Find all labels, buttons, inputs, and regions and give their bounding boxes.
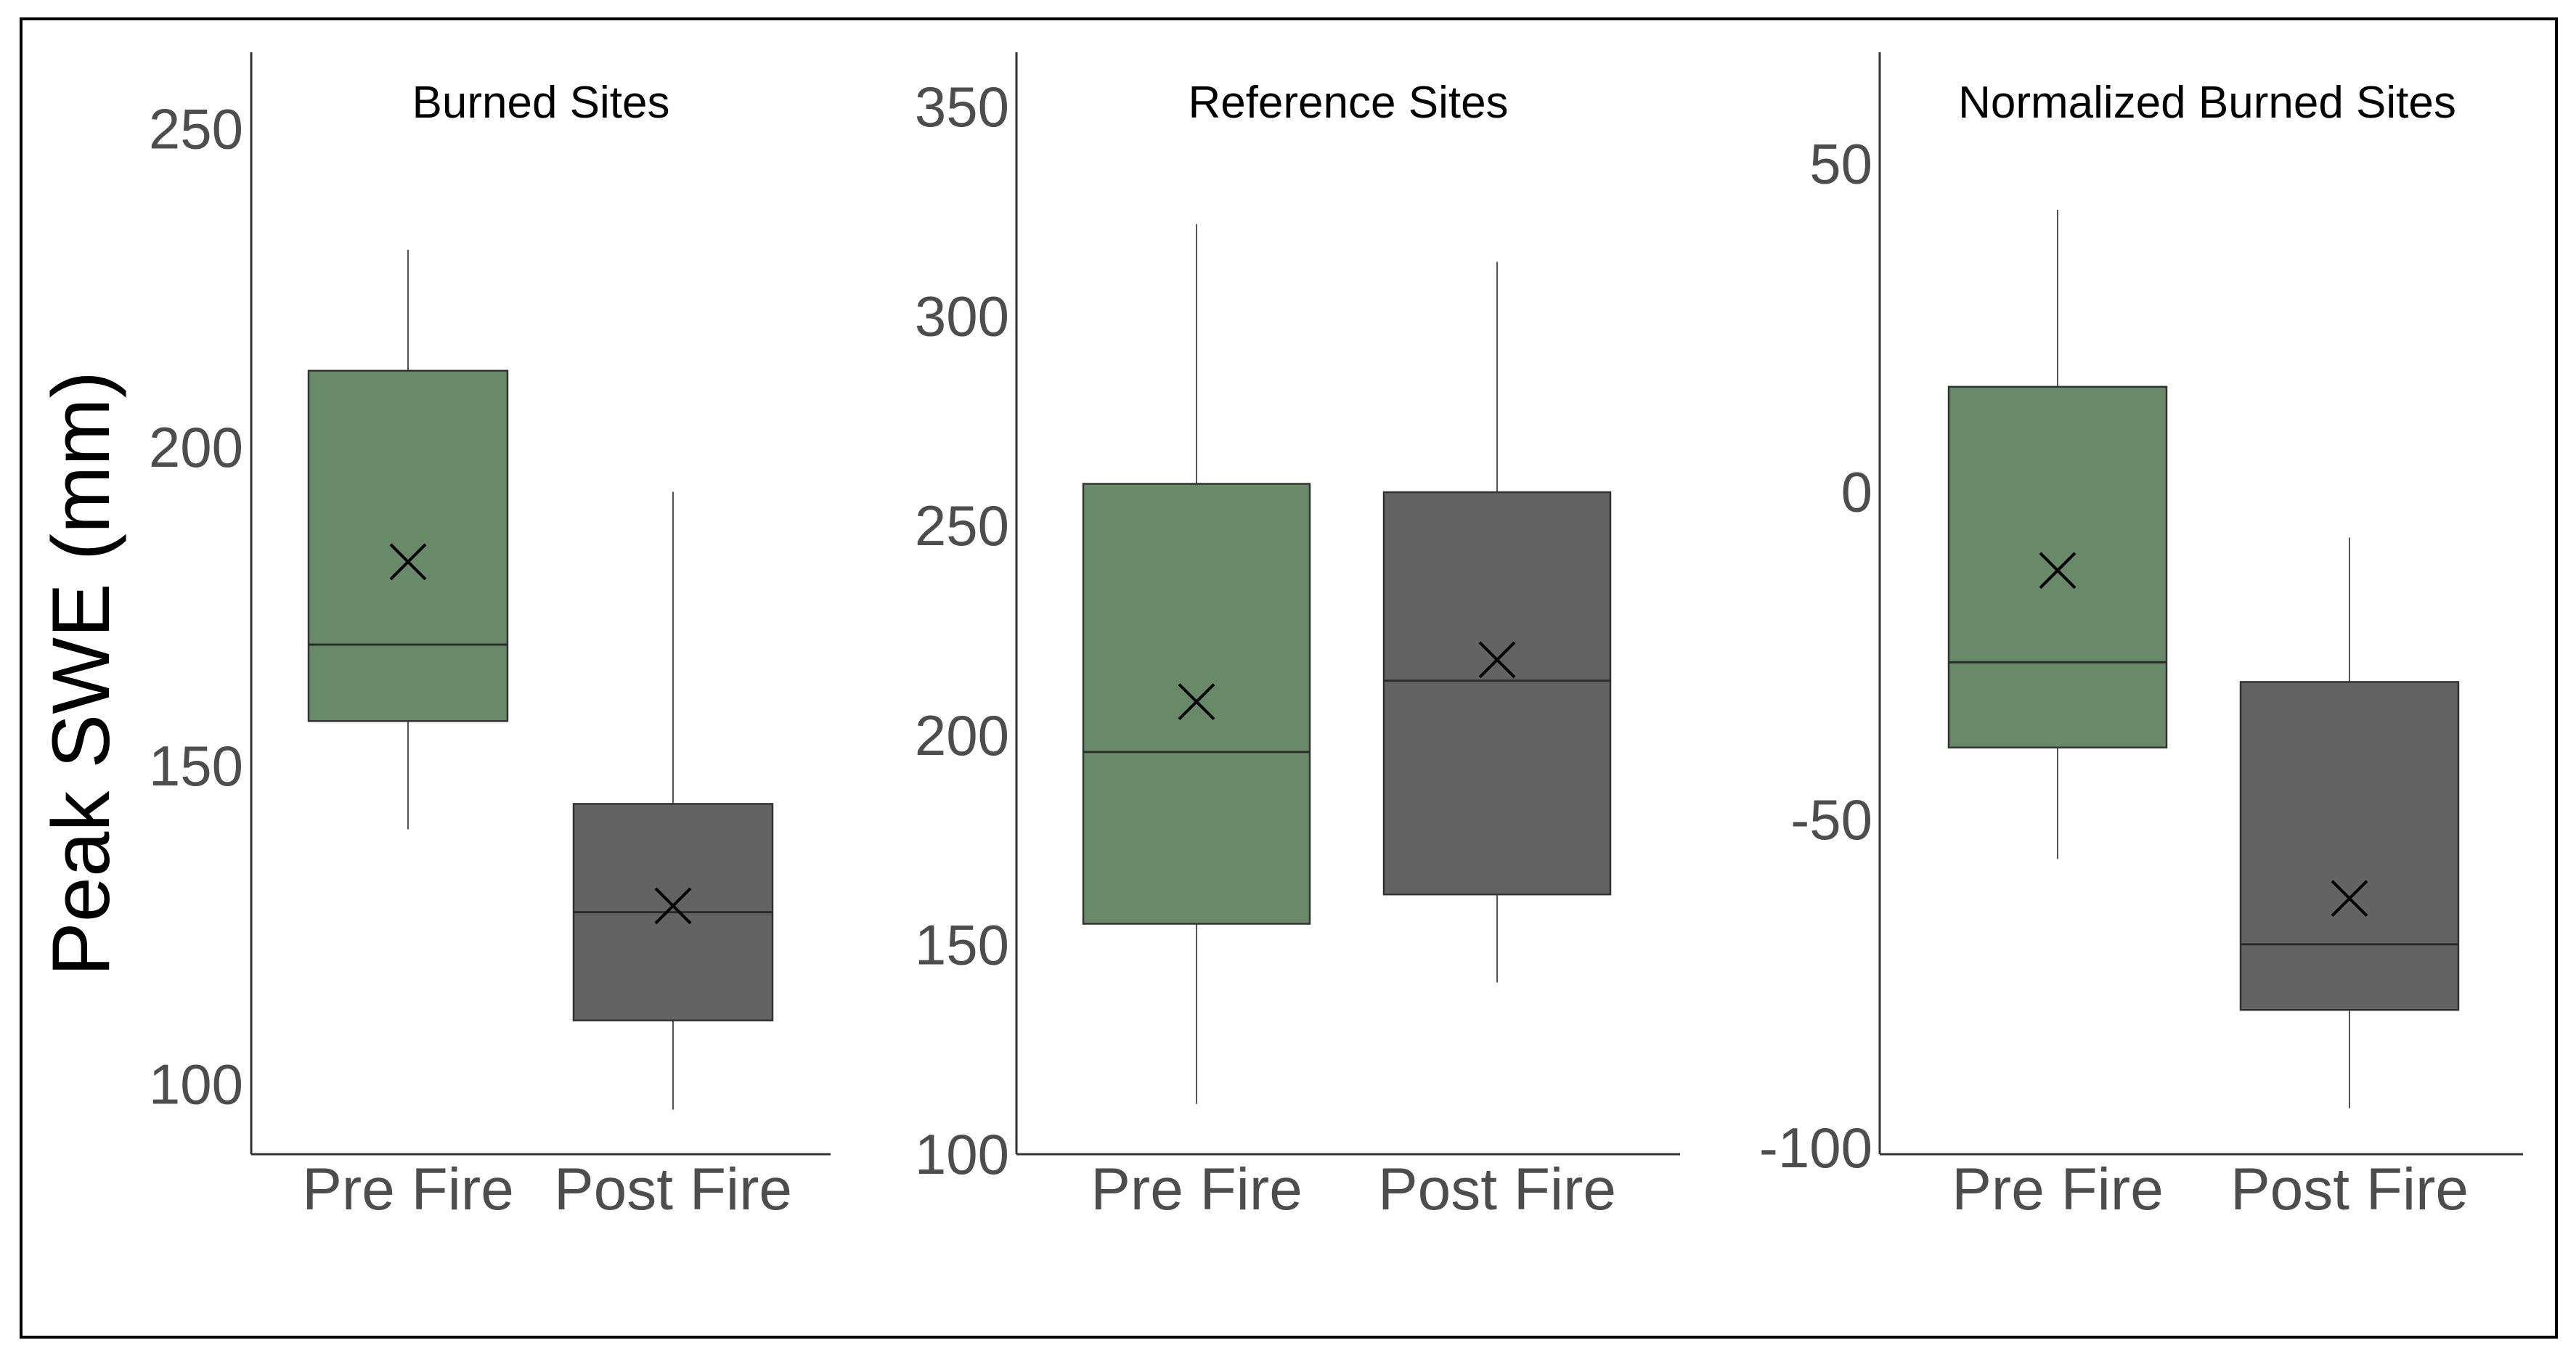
mean-marker-post-fire	[654, 887, 692, 925]
mean-marker-pre-fire	[1178, 683, 1215, 721]
y-tick-label: 250	[149, 97, 243, 160]
mean-marker-pre-fire	[389, 543, 427, 581]
panel-burned-sites: Burned Sites 100 150 200 250 Pre Fire Post Fi…	[149, 52, 831, 1222]
y-tick-label: 150	[149, 734, 243, 798]
panel-title-burned-sites: Burned Sites	[412, 78, 670, 128]
y-tick-label: 300	[915, 285, 1009, 348]
y-tick-label: 0	[1841, 460, 1872, 523]
axes-reference-sites: 100 150 200 250 300 350 Pre Fire Post Fire	[915, 52, 1680, 1222]
x-tick-label: Pre Fire	[1091, 1156, 1303, 1222]
boxes-normalized-burned-sites	[1947, 209, 2460, 1108]
box-pre-fire	[1082, 483, 1311, 925]
y-tick-label: 200	[149, 415, 243, 479]
y-tick-label: 200	[915, 703, 1009, 767]
x-tick-label: Post Fire	[554, 1156, 792, 1222]
x-tick-label: Pre Fire	[1952, 1156, 2164, 1222]
y-tick-label: -100	[1759, 1116, 1872, 1180]
y-tick-label: 350	[915, 75, 1009, 139]
boxes-burned-sites	[307, 250, 774, 1110]
box-pre-fire	[1947, 385, 2168, 749]
y-tick-label: -50	[1790, 788, 1872, 852]
panel-reference-sites: Reference Sites 100 150 200 250 300 350 Pre Fi…	[915, 52, 1680, 1222]
x-tick-label: Post Fire	[2230, 1156, 2469, 1222]
mean-marker-post-fire	[2331, 880, 2368, 918]
box-post-fire	[2239, 681, 2460, 1011]
mean-marker-pre-fire	[2039, 552, 2076, 589]
box-post-fire	[1382, 491, 1612, 896]
panel-normalized-burned-sites: Normalized Burned Sites -100 -50 0 50 Pre Fi…	[1759, 52, 2523, 1222]
axes-normalized-burned-sites: -100 -50 0 50 Pre Fire Post Fire	[1759, 52, 2523, 1222]
y-tick-label: 100	[149, 1052, 243, 1116]
x-tick-label: Pre Fire	[302, 1156, 514, 1222]
y-tick-label: 150	[915, 912, 1009, 976]
x-tick-label: Post Fire	[1378, 1156, 1616, 1222]
mean-marker-post-fire	[1478, 641, 1516, 679]
y-tick-label: 50	[1809, 132, 1872, 196]
y-tick-label: 250	[915, 494, 1009, 558]
boxes-reference-sites	[1082, 224, 1612, 1104]
y-axis-title: Peak SWE (mm)	[36, 371, 126, 976]
y-tick-label: 100	[915, 1122, 1009, 1186]
box-pre-fire	[307, 369, 509, 722]
axes-burned-sites: 100 150 200 250 Pre Fire Post Fire	[149, 52, 831, 1222]
panel-title-reference-sites: Reference Sites	[1188, 78, 1508, 128]
panel-title-normalized-burned-sites: Normalized Burned Sites	[1958, 78, 2456, 128]
